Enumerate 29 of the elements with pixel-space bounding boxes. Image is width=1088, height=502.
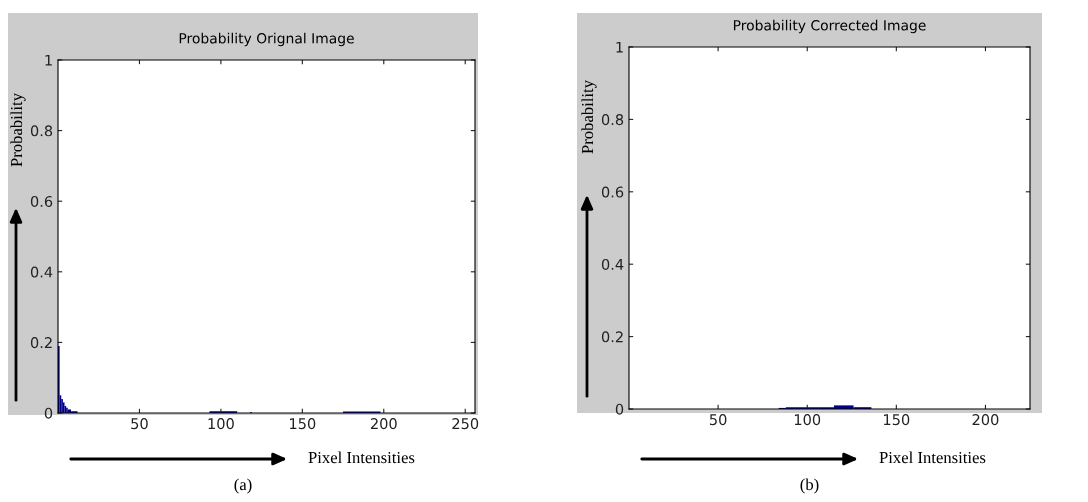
chart-title: Probability Corrected Image	[733, 19, 926, 34]
x-tick-label: 100	[208, 418, 234, 430]
x-tick-label: 50	[131, 418, 148, 430]
y-tick-label: 0.4	[601, 258, 624, 270]
y-tick-label: 0.8	[30, 125, 53, 137]
y-tick-label: 0.4	[30, 266, 53, 278]
y-axis-title: Probability	[10, 93, 26, 167]
text: (b)	[800, 478, 819, 494]
x-tick-label: 50	[709, 414, 727, 426]
y-tick-label: 0.2	[30, 337, 52, 349]
x-tick-label: 150	[290, 418, 316, 430]
x-tick-label: 200	[972, 414, 999, 426]
y-tick-label: 0.8	[601, 114, 624, 126]
x-tick-label: 200	[370, 418, 397, 430]
x-axis-title: Pixel Intensities	[308, 451, 415, 464]
y-tick-label: 0	[615, 403, 624, 415]
chart-title: Probability Orignal Image	[179, 32, 354, 47]
x-axis-title: Pixel Intensities	[879, 451, 986, 464]
x-tick-label: 100	[794, 414, 821, 426]
y-tick-label: 0.6	[30, 195, 53, 207]
y-tick-label: 0	[44, 407, 53, 419]
x-tick-label: 150	[884, 414, 910, 426]
text: (a)	[234, 478, 252, 494]
y-tick-label: 1	[45, 54, 52, 66]
y-tick-label: 1	[616, 41, 623, 53]
y-tick-label: 0.2	[601, 331, 623, 343]
x-tick-label: 250	[452, 418, 479, 430]
y-axis-title: Probability	[581, 80, 597, 154]
y-tick-label: 0.6	[601, 186, 624, 198]
